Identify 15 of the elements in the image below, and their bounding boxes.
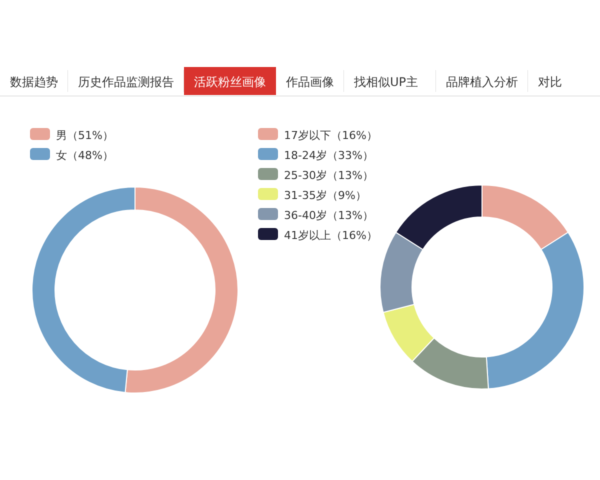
legend-label: 41岁以上（16%） bbox=[284, 229, 378, 242]
legend-label: 男（51%） bbox=[56, 129, 114, 142]
legend-label: 25-30岁（13%） bbox=[284, 169, 374, 182]
legend-label: 女（48%） bbox=[56, 149, 114, 162]
legend-label: 36-40岁（13%） bbox=[284, 209, 374, 222]
category-label: 作品画像 bbox=[285, 75, 334, 89]
category-label: 找相似UP主 bbox=[353, 75, 418, 89]
legend-label: 17岁以下（16%） bbox=[284, 129, 378, 142]
category-label: 品牌植入分析 bbox=[446, 75, 518, 89]
category-label: 数据趋势 bbox=[10, 75, 58, 89]
legend-label: 31-35岁（9%） bbox=[284, 189, 366, 202]
legend-label: 18-24岁（33%） bbox=[284, 149, 374, 162]
category-label: 活跃粉丝画像 bbox=[194, 75, 266, 89]
category-label: 对比 bbox=[538, 75, 562, 89]
category-label: 历史作品监测报告 bbox=[78, 75, 174, 89]
